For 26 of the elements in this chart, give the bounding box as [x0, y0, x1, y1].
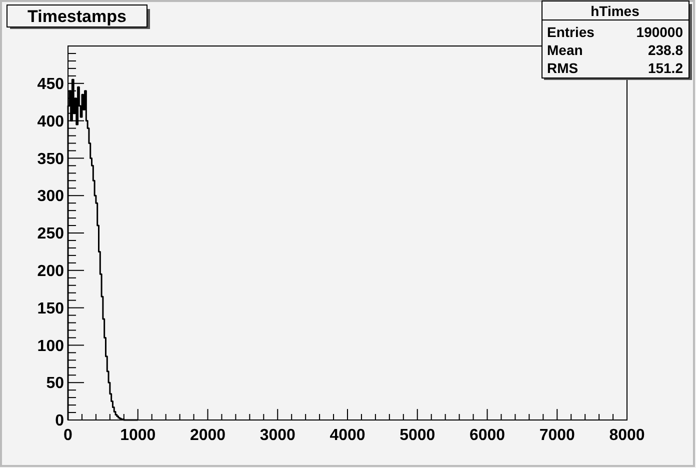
x-tick-label: 3000: [260, 427, 296, 444]
annotation: RMS: [547, 60, 578, 76]
x-tick-label: 7000: [539, 427, 576, 444]
x-tick-label: 4000: [330, 427, 366, 444]
x-tick-label: 1000: [120, 427, 156, 444]
chart-title: Timestamps: [28, 7, 126, 26]
text: hTimes: [590, 3, 640, 19]
y-tick-label: 100: [37, 338, 64, 355]
text: 238.8: [648, 42, 684, 58]
x-tick-label: 5000: [400, 427, 436, 444]
text: 190000: [636, 24, 684, 40]
y-tick-label: 350: [37, 150, 64, 168]
y-tick-label: 150: [37, 300, 64, 318]
x-tick-label: 2000: [190, 427, 226, 444]
y-tick-label: 450: [37, 76, 64, 93]
y-tick-label: 50: [46, 375, 64, 392]
y-tick-label: 300: [37, 188, 64, 206]
y-tick-label: 200: [37, 263, 64, 280]
x-tick-label: 6000: [469, 427, 506, 444]
y-tick-label: 0: [55, 412, 64, 430]
text: Entries: [547, 24, 595, 40]
annotation: Mean: [547, 42, 583, 58]
x-tick-label: 8000: [609, 427, 645, 444]
y-tick-label: 400: [37, 113, 64, 130]
text: 151.2: [648, 60, 684, 76]
y-tick-label: 250: [37, 226, 64, 243]
